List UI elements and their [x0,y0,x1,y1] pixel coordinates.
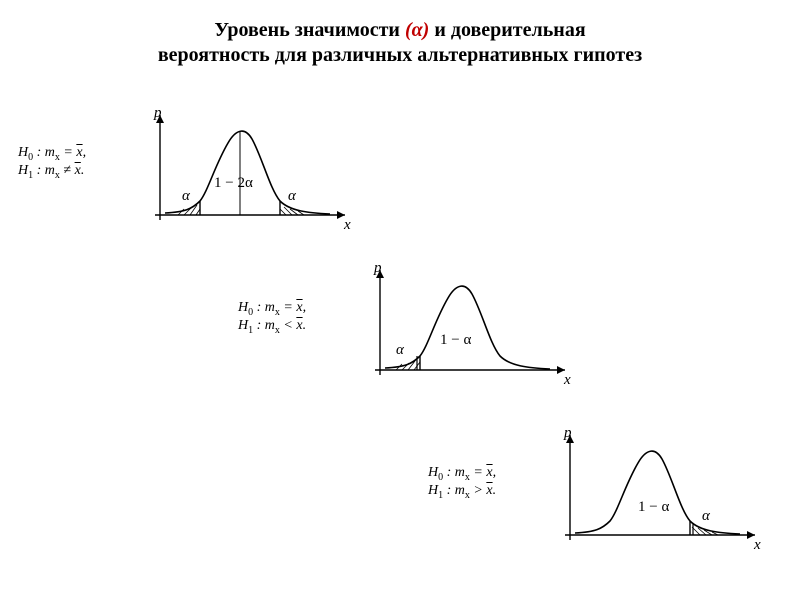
chart-two-tailed: p x α 1 − 2α α [130,105,360,240]
chart-left-tailed: p x α 1 − α [350,260,580,395]
h0-2: H0 : mx = x, [238,300,306,315]
title-alpha: (α) [405,19,429,41]
h1-1: H1 : mx ≠ x. [18,163,84,178]
x-axis-label-1: x [343,217,351,233]
alpha-left-1: α [182,188,191,204]
h1-2: H1 : mx < x. [238,318,306,333]
title-line2: вероятность для различных альтернативных… [158,44,642,66]
h1-3: H1 : mx > x. [428,483,496,498]
h0-1: H0 : mx = x, [18,145,86,160]
page-title: Уровень значимости (α) и доверительная в… [0,0,800,68]
center-label-2: 1 − α [440,332,471,348]
center-label-3: 1 − α [638,499,669,515]
hypotheses-1: H0 : mx = x, H1 : mx ≠ x. [18,145,86,181]
x-axis-label-3: x [753,537,761,553]
y-axis-label-3: p [563,425,572,441]
hypotheses-3: H0 : mx = x, H1 : mx > x. [428,465,496,501]
chart-right-tailed: p x 1 − α α [540,425,770,560]
h0-3: H0 : mx = x, [428,465,496,480]
title-line1a: Уровень значимости [214,19,405,41]
hypotheses-2: H0 : mx = x, H1 : mx < x. [238,300,306,336]
y-axis-label-1: p [153,105,162,121]
alpha-left-2: α [396,342,405,358]
alpha-right-1: α [288,188,297,204]
y-axis-label-2: p [373,260,382,276]
x-axis-label-2: x [563,372,571,388]
center-label-1: 1 − 2α [214,175,253,191]
alpha-right-3: α [702,508,711,524]
title-line1b: и доверительная [429,19,585,41]
